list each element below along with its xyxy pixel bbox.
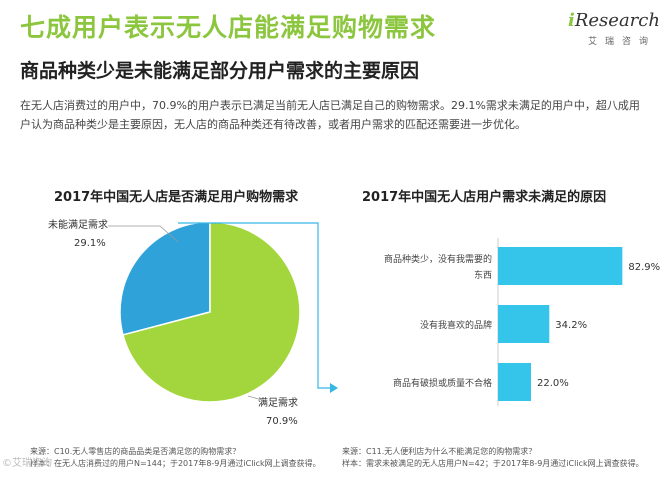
pie-leader-line [247,395,263,401]
pie-slice-label: 满足需求 [258,397,298,409]
pie-leader-line [108,225,179,243]
pie-source-line: 来源：C10.无人零售店的商品品类是否满足您的购物需求？ [30,447,241,456]
summary-paragraph: 在无人店消费过的用户中，70.9%的用户表示已满足当前无人店已满足自己的购物需求… [20,99,640,131]
bar-category-label: 没有我喜欢的品牌 [420,319,492,331]
bar-category-label: 商品种类少，没有我需要的东西 [384,253,492,281]
page-title: 七成用户表示无人店能满足购物需求 [20,13,437,42]
bar-value-label: 22.0% [537,378,569,389]
pie-chart: 未能满足需求 29.1% 满足需求 70.9% [48,218,301,427]
pie-value-label: 29.1% [74,238,106,249]
bar-chart: 82.9% 商品种类少，没有我需要的东西 34.2% 没有我喜欢的品牌 22.0% 商品有… [384,238,660,406]
bar-chart-title: 2017年中国无人店用户需求未满足的原因 [362,190,607,205]
bar [498,363,531,401]
bar-source-note: 来源：C11.无人便利店为什么不能满足您的购物需求？ 样本：需求未被满足的无人店… [342,446,644,470]
logo-prefix: i [568,10,575,31]
pie-sample-line: 样本：在无人店消费过的用户N=144；于2017年8-9月通过iClick网上调… [30,459,321,468]
bar-category-label: 商品有破损或质量不合格 [393,377,492,389]
bar-value-label: 34.2% [555,320,587,331]
watermark: ©艾瑞咨询 [2,458,52,469]
logo-chinese-name: 艾瑞咨询 [588,37,657,47]
pie-value-label: 70.9% [266,416,298,427]
logo-word: Research [574,10,660,31]
bar-source-line: 来源：C11.无人便利店为什么不能满足您的购物需求？ [342,447,537,456]
logo-wordmark: iResearch [568,10,660,31]
bar [498,305,550,343]
bar-sample-line: 样本：需求未被满足的无人店用户N=42；于2017年8-9月通过iClick网上… [342,459,644,468]
pie-source-note: 来源：C10.无人零售店的商品品类是否满足您的购物需求？ 样本：在无人店消费过的… [30,446,321,470]
page-subtitle: 商品种类少是未能满足部分用户需求的主要原因 [20,60,420,82]
iresearch-logo: iResearch 艾瑞咨询 [568,10,660,47]
bar [498,247,623,285]
pie-slice-label: 未能满足需求 [48,218,108,231]
pie-chart-title: 2017年中国无人店是否满足用户购物需求 [54,190,299,205]
bar-value-label: 82.9% [628,262,660,273]
